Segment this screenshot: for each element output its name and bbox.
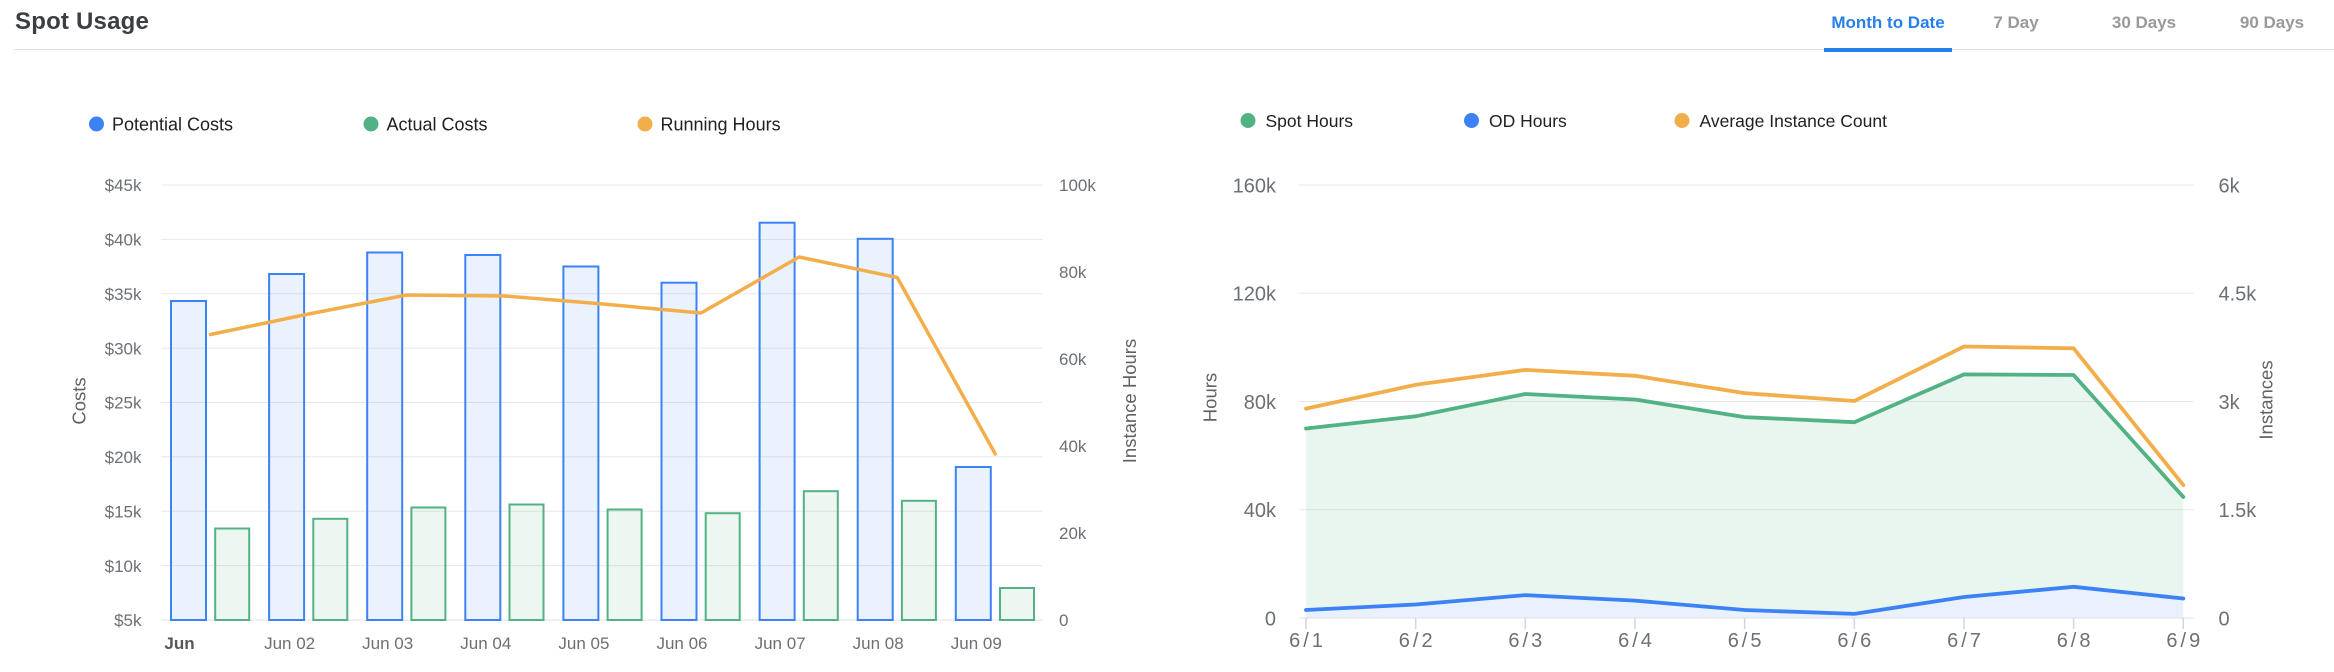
svg-text:6/8: 6/8 [2057,630,2094,652]
svg-text:6/1: 6/1 [1289,630,1326,652]
svg-text:6k: 6k [2219,175,2241,197]
svg-text:Hours: Hours [1200,373,1221,422]
svg-text:Jun 08: Jun 08 [853,634,904,653]
svg-text:6/7: 6/7 [1947,630,1984,652]
svg-text:Jun 03: Jun 03 [362,634,413,653]
svg-text:6/5: 6/5 [1728,630,1765,652]
svg-text:Costs: Costs [69,377,90,424]
svg-text:Instance Hours: Instance Hours [1119,339,1140,463]
svg-text:6/3: 6/3 [1508,630,1545,652]
svg-text:$40k: $40k [105,231,142,250]
svg-text:Jun 09: Jun 09 [951,634,1002,653]
svg-text:40k: 40k [1059,437,1087,456]
svg-text:Running Hours: Running Hours [661,115,781,135]
svg-text:Jun 02: Jun 02 [264,634,315,653]
svg-text:1.5k: 1.5k [2219,500,2258,522]
svg-text:0: 0 [1265,608,1276,630]
svg-text:$35k: $35k [105,285,142,304]
svg-text:$20k: $20k [105,448,142,467]
svg-text:6/9: 6/9 [2166,630,2203,652]
svg-text:$15k: $15k [105,503,142,522]
svg-text:Jun 05: Jun 05 [558,634,609,653]
svg-text:60k: 60k [1059,350,1087,369]
svg-text:80k: 80k [1244,392,1277,414]
svg-text:Actual Costs: Actual Costs [387,115,488,135]
svg-text:0: 0 [2219,608,2230,630]
svg-text:4.5k: 4.5k [2219,284,2258,306]
svg-text:6/6: 6/6 [1837,630,1874,652]
svg-text:20k: 20k [1059,524,1087,543]
svg-text:0: 0 [1059,611,1068,630]
svg-text:Jun: Jun [164,634,194,653]
svg-text:$25k: $25k [105,394,142,413]
svg-text:6/2: 6/2 [1399,630,1436,652]
svg-text:OD Hours: OD Hours [1489,111,1567,131]
svg-text:Jun 04: Jun 04 [460,634,511,653]
svg-text:80k: 80k [1059,263,1087,282]
svg-text:100k: 100k [1059,176,1096,195]
svg-text:$30k: $30k [105,339,142,358]
svg-text:Spot Hours: Spot Hours [1266,111,1354,131]
svg-text:$10k: $10k [105,557,142,576]
svg-text:6/4: 6/4 [1618,630,1655,652]
svg-text:40k: 40k [1244,500,1277,522]
svg-text:3k: 3k [2219,392,2241,414]
svg-text:$45k: $45k [105,176,142,195]
svg-text:Average Instance Count: Average Instance Count [1700,111,1888,131]
svg-text:Potential Costs: Potential Costs [112,115,233,135]
svg-text:Instances: Instances [2256,360,2277,439]
svg-text:$5k: $5k [114,611,142,630]
svg-text:120k: 120k [1233,284,1277,306]
svg-text:Jun 06: Jun 06 [656,634,707,653]
svg-text:Jun 07: Jun 07 [755,634,806,653]
svg-text:160k: 160k [1233,175,1277,197]
